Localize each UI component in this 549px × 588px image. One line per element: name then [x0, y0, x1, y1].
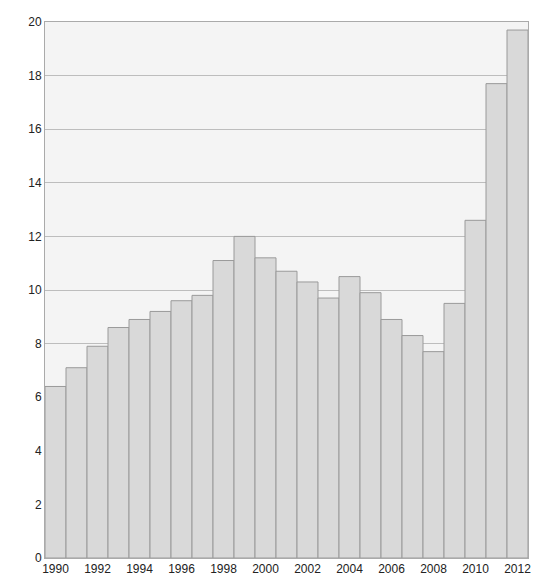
svg-text:2006: 2006 — [378, 562, 405, 576]
svg-text:1998: 1998 — [210, 562, 237, 576]
svg-text:4: 4 — [35, 444, 42, 458]
svg-text:8: 8 — [35, 337, 42, 351]
svg-text:16: 16 — [28, 122, 42, 136]
svg-text:12: 12 — [28, 230, 42, 244]
svg-text:6: 6 — [35, 390, 42, 404]
svg-text:10: 10 — [28, 283, 42, 297]
svg-text:2010: 2010 — [462, 562, 489, 576]
svg-text:1990: 1990 — [42, 562, 69, 576]
svg-text:2012: 2012 — [504, 562, 531, 576]
svg-text:1992: 1992 — [84, 562, 111, 576]
svg-text:2004: 2004 — [336, 562, 363, 576]
svg-text:20: 20 — [28, 15, 42, 29]
svg-text:2008: 2008 — [420, 562, 447, 576]
svg-text:18: 18 — [28, 69, 42, 83]
svg-text:1996: 1996 — [168, 562, 195, 576]
svg-text:14: 14 — [28, 176, 42, 190]
svg-text:0: 0 — [35, 551, 42, 565]
svg-text:2002: 2002 — [294, 562, 321, 576]
svg-text:1994: 1994 — [126, 562, 153, 576]
svg-text:2000: 2000 — [252, 562, 279, 576]
svg-text:2: 2 — [35, 498, 42, 512]
